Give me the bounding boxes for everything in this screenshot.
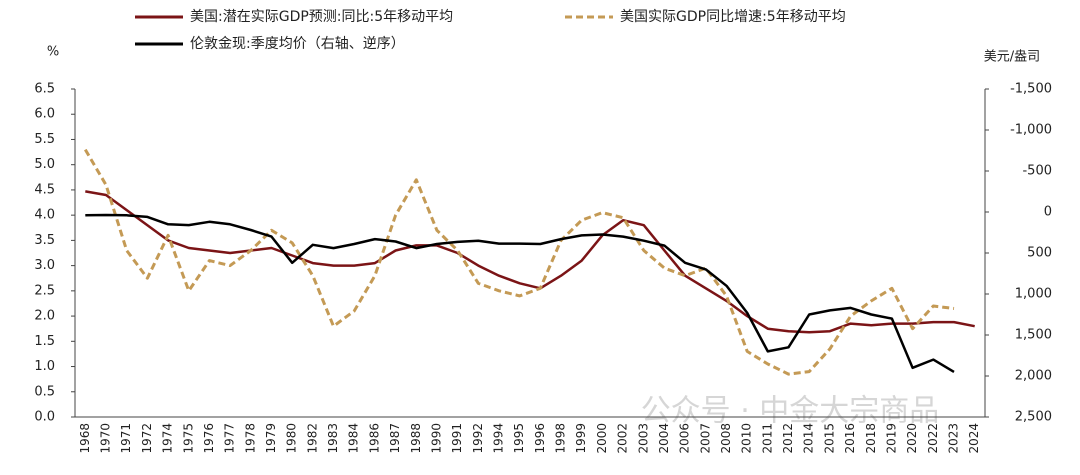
y-tick-label: 4.5 (34, 182, 55, 197)
x-tick-label: 1977 (223, 423, 237, 454)
x-tick-label: 1995 (512, 423, 526, 454)
y-tick-label: 5.5 (34, 132, 55, 147)
x-tick-label: 2012 (781, 423, 795, 454)
x-tick-label: 1982 (305, 423, 319, 454)
series-line (84, 148, 955, 376)
x-tick-label: 2022 (926, 423, 940, 454)
x-tick-label: 1987 (388, 423, 402, 454)
x-tick-label: 1978 (243, 423, 257, 454)
x-tick-label: 1979 (264, 423, 278, 454)
y-tick-label: 3.0 (34, 258, 55, 273)
x-tick-label: 2010 (740, 423, 754, 454)
x-tick-label: 2007 (698, 423, 712, 454)
x-tick-label: 2003 (636, 423, 650, 454)
x-tick-label: 1996 (533, 423, 547, 454)
y2-tick-label: -500 (1022, 164, 1052, 179)
y-axis-unit: % (47, 45, 59, 60)
x-tick-label: 2004 (657, 423, 671, 454)
y2-tick-label: 2,500 (1015, 410, 1052, 425)
x-tick-label: 2018 (864, 423, 878, 454)
x-tick-label: 1974 (161, 423, 175, 454)
x-tick-label: 2015 (822, 423, 836, 454)
legend-label: 美国:潜在实际GDP预测:同比:5年移动平均 (190, 9, 453, 25)
x-tick-label: 1986 (367, 423, 381, 454)
y2-tick-label: 500 (1027, 246, 1052, 261)
x-tick-label: 2020 (905, 423, 919, 454)
x-tick-label: 1968 (78, 423, 92, 454)
y-tick-label: 2.0 (34, 309, 55, 324)
series-line (85, 190, 975, 334)
y2-tick-label: 2,000 (1015, 369, 1052, 384)
x-tick-label: 1980 (285, 423, 299, 454)
x-tick-label: 2019 (884, 423, 898, 454)
x-tick-label: 1970 (99, 423, 113, 454)
x-tick-label: 2008 (719, 423, 733, 454)
x-tick-label: 1976 (202, 423, 216, 454)
x-tick-label: 2016 (843, 423, 857, 454)
x-tick-label: 1990 (429, 423, 443, 454)
x-tick-label: 2000 (595, 423, 609, 454)
y-tick-label: 6.5 (34, 82, 55, 97)
series-line (85, 213, 955, 373)
x-tick-label: 1988 (409, 423, 423, 454)
x-tick-label: 1975 (181, 423, 195, 454)
x-tick-label: 1994 (491, 423, 505, 454)
x-tick-label: 2024 (967, 423, 981, 454)
legend-label: 美国实际GDP同比增速:5年移动平均 (620, 9, 846, 25)
x-tick-label: 1972 (140, 423, 154, 454)
x-tick-label: 1998 (554, 423, 568, 454)
y2-axis-unit: 美元/盎司 (984, 50, 1040, 65)
y-tick-label: 1.0 (34, 359, 55, 374)
x-tick-label: 2011 (760, 423, 774, 454)
x-tick-label: 1983 (326, 423, 340, 454)
x-tick-label: 1984 (347, 423, 361, 454)
y2-tick-label: -1,000 (1010, 123, 1052, 138)
x-tick-label: 2023 (946, 423, 960, 454)
x-tick-label: 1999 (574, 423, 588, 454)
y2-tick-label: 1,000 (1015, 287, 1052, 302)
y-tick-label: 5.0 (34, 157, 55, 172)
y-tick-label: 1.5 (34, 334, 55, 349)
x-tick-label: 1992 (471, 423, 485, 454)
y-tick-label: 4.0 (34, 208, 55, 223)
y2-tick-label: 0 (1044, 205, 1052, 220)
watermark: 公众号 · 中金大宗商品 (641, 394, 940, 429)
legend-label: 伦敦金现:季度均价（右轴、逆序） (190, 36, 405, 52)
y-tick-label: 0.5 (34, 384, 55, 399)
y2-tick-label: 1,500 (1015, 328, 1052, 343)
x-tick-label: 2014 (802, 423, 816, 454)
x-tick-label: 1971 (119, 423, 133, 454)
y-tick-label: 3.5 (34, 233, 55, 248)
y-tick-label: 0.0 (34, 410, 55, 425)
y2-tick-label: -1,500 (1010, 82, 1052, 97)
x-tick-label: 2006 (678, 423, 692, 454)
x-tick-label: 2002 (616, 423, 630, 454)
y-tick-label: 2.5 (34, 283, 55, 298)
x-tick-label: 1991 (450, 423, 464, 454)
y-tick-label: 6.0 (34, 107, 55, 122)
